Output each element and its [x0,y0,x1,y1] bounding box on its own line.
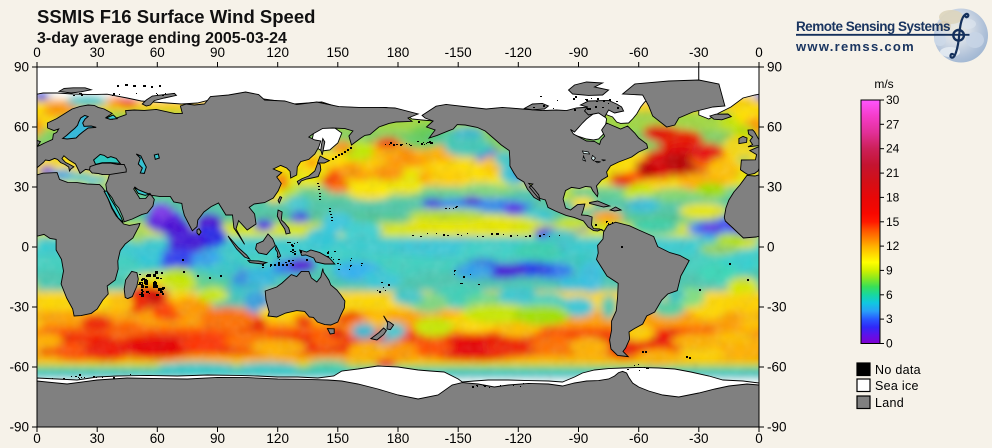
svg-text:-60: -60 [767,360,787,375]
svg-text:Remote Sensing Systems: Remote Sensing Systems [796,19,950,34]
svg-text:SSMIS F16 Surface Wind Speed: SSMIS F16 Surface Wind Speed [37,6,315,27]
svg-text:-60: -60 [629,45,649,60]
svg-text:-90: -90 [767,420,787,435]
svg-text:Sea ice: Sea ice [875,379,919,393]
svg-text:120: 120 [266,431,289,446]
svg-text:30: 30 [886,93,900,107]
svg-text:-30: -30 [689,431,709,446]
svg-text:120: 120 [266,45,289,60]
svg-text:30: 30 [767,180,782,195]
svg-text:60: 60 [767,120,782,135]
svg-text:m/s: m/s [874,77,893,91]
svg-text:60: 60 [150,45,165,60]
svg-text:12: 12 [886,239,900,253]
svg-text:6: 6 [886,288,893,302]
svg-text:15: 15 [886,215,900,229]
svg-text:-90: -90 [569,431,589,446]
svg-text:3: 3 [886,312,893,326]
svg-text:90: 90 [767,60,782,75]
svg-text:150: 150 [327,45,350,60]
svg-text:150: 150 [327,431,350,446]
svg-text:-60: -60 [629,431,649,446]
svg-text:No data: No data [875,363,921,377]
svg-text:21: 21 [886,166,900,180]
svg-text:0: 0 [886,337,893,351]
svg-text:-90: -90 [569,45,589,60]
svg-text:0: 0 [33,45,41,60]
svg-text:-120: -120 [505,431,532,446]
svg-text:90: 90 [210,431,225,446]
svg-text:-120: -120 [505,45,532,60]
svg-text:27: 27 [886,117,900,131]
svg-text:9: 9 [886,263,893,277]
svg-text:90: 90 [210,45,225,60]
svg-text:60: 60 [14,120,29,135]
svg-text:-90: -90 [9,420,29,435]
svg-text:0: 0 [33,431,41,446]
svg-text:-30: -30 [9,300,29,315]
svg-text:Land: Land [875,396,904,410]
svg-text:18: 18 [886,190,900,204]
svg-text:-60: -60 [9,360,29,375]
svg-text:24: 24 [886,142,900,156]
svg-text:60: 60 [150,431,165,446]
svg-text:www.remss.com: www.remss.com [795,39,915,54]
svg-text:3-day average ending 2005-03-2: 3-day average ending 2005-03-24 [37,30,287,47]
svg-text:-150: -150 [445,45,472,60]
svg-text:-150: -150 [445,431,472,446]
svg-text:180: 180 [387,45,410,60]
svg-text:0: 0 [755,431,763,446]
svg-text:30: 30 [14,180,29,195]
svg-text:30: 30 [90,431,105,446]
svg-text:-30: -30 [689,45,709,60]
svg-text:0: 0 [767,240,775,255]
svg-text:0: 0 [21,240,29,255]
svg-text:-30: -30 [767,300,787,315]
svg-text:30: 30 [90,45,105,60]
svg-text:180: 180 [387,431,410,446]
svg-text:0: 0 [755,45,763,60]
svg-text:90: 90 [14,60,29,75]
